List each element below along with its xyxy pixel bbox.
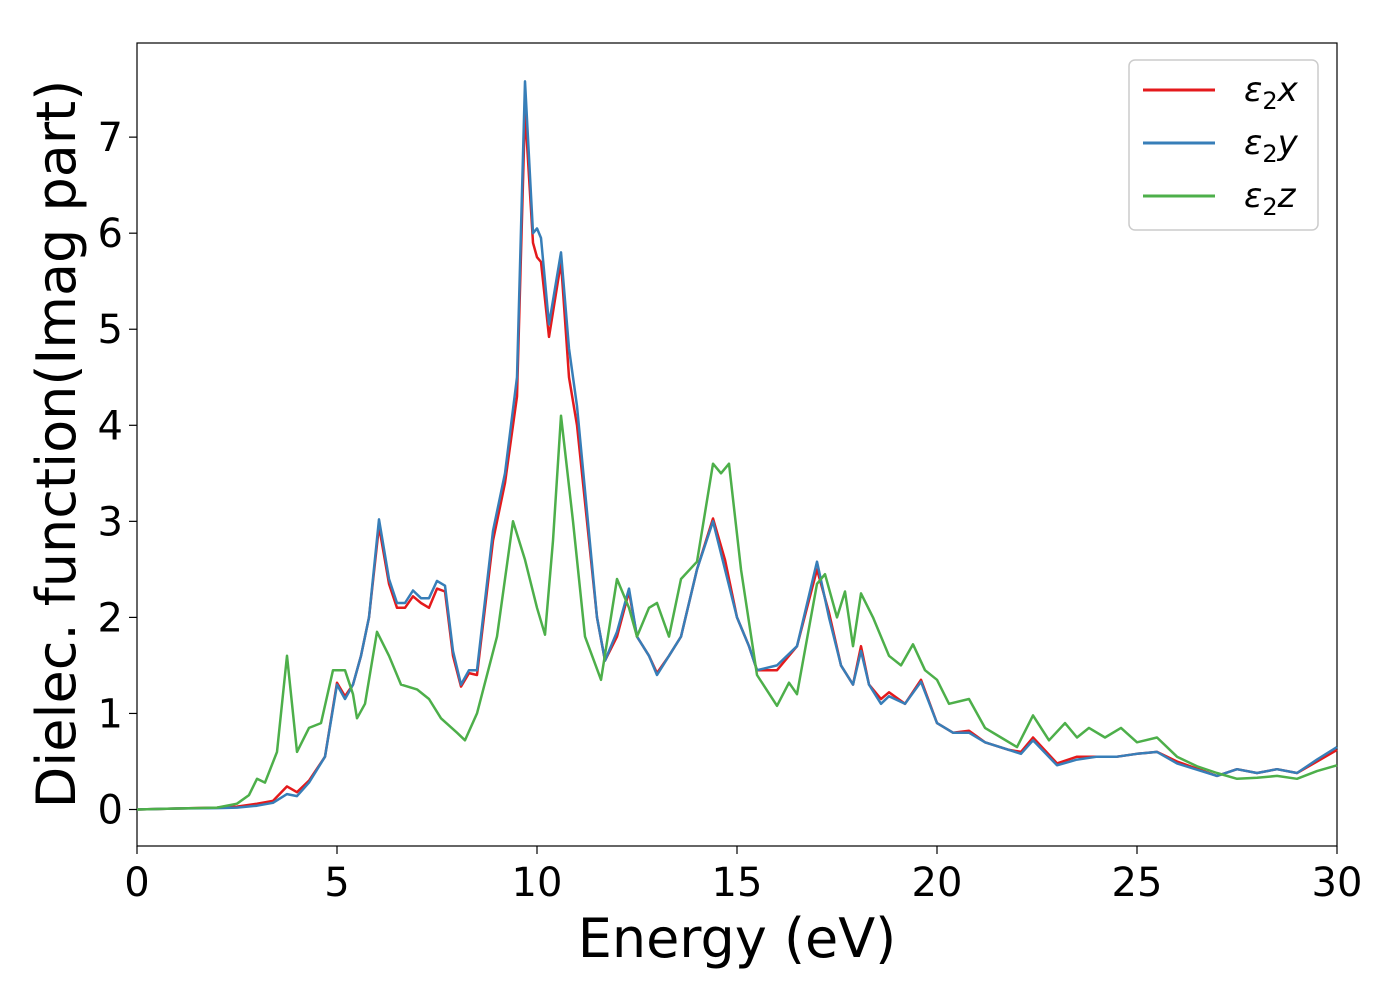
x-tick-label: 5 (324, 860, 349, 906)
x-tick-label: 15 (712, 860, 763, 906)
legend-label-x: ε2x (1244, 70, 1299, 115)
y-tick-label: 7 (98, 115, 123, 161)
y-tick-label: 2 (98, 595, 123, 641)
y-tick-label: 5 (98, 307, 123, 353)
y-axis-ticks: 0 1 2 3 4 5 6 7 (98, 115, 137, 834)
y-tick-label: 6 (98, 211, 123, 257)
legend-label-y: ε2y (1244, 123, 1299, 168)
x-tick-label: 0 (124, 860, 149, 906)
x-tick-label: 10 (512, 860, 563, 906)
legend: ε2x ε2y ε2z (1128, 59, 1319, 231)
y-tick-label: 3 (98, 499, 123, 545)
series-line-z (136, 414, 1338, 811)
y-tick-label: 1 (98, 691, 123, 737)
x-tick-label: 25 (1112, 860, 1163, 906)
y-tick-label: 0 (98, 788, 123, 834)
x-tick-label: 20 (912, 860, 963, 906)
series-layer (136, 80, 1338, 811)
x-tick-label: 30 (1312, 860, 1363, 906)
x-axis-label: Energy (eV) (578, 907, 897, 970)
x-axis-ticks: 0 5 10 15 20 25 30 (124, 846, 1362, 906)
y-tick-label: 4 (98, 403, 123, 449)
legend-box (1128, 59, 1319, 231)
y-axis-label: Dielec. function(Imag part) (25, 80, 88, 809)
legend-label-z: ε2z (1244, 176, 1297, 221)
